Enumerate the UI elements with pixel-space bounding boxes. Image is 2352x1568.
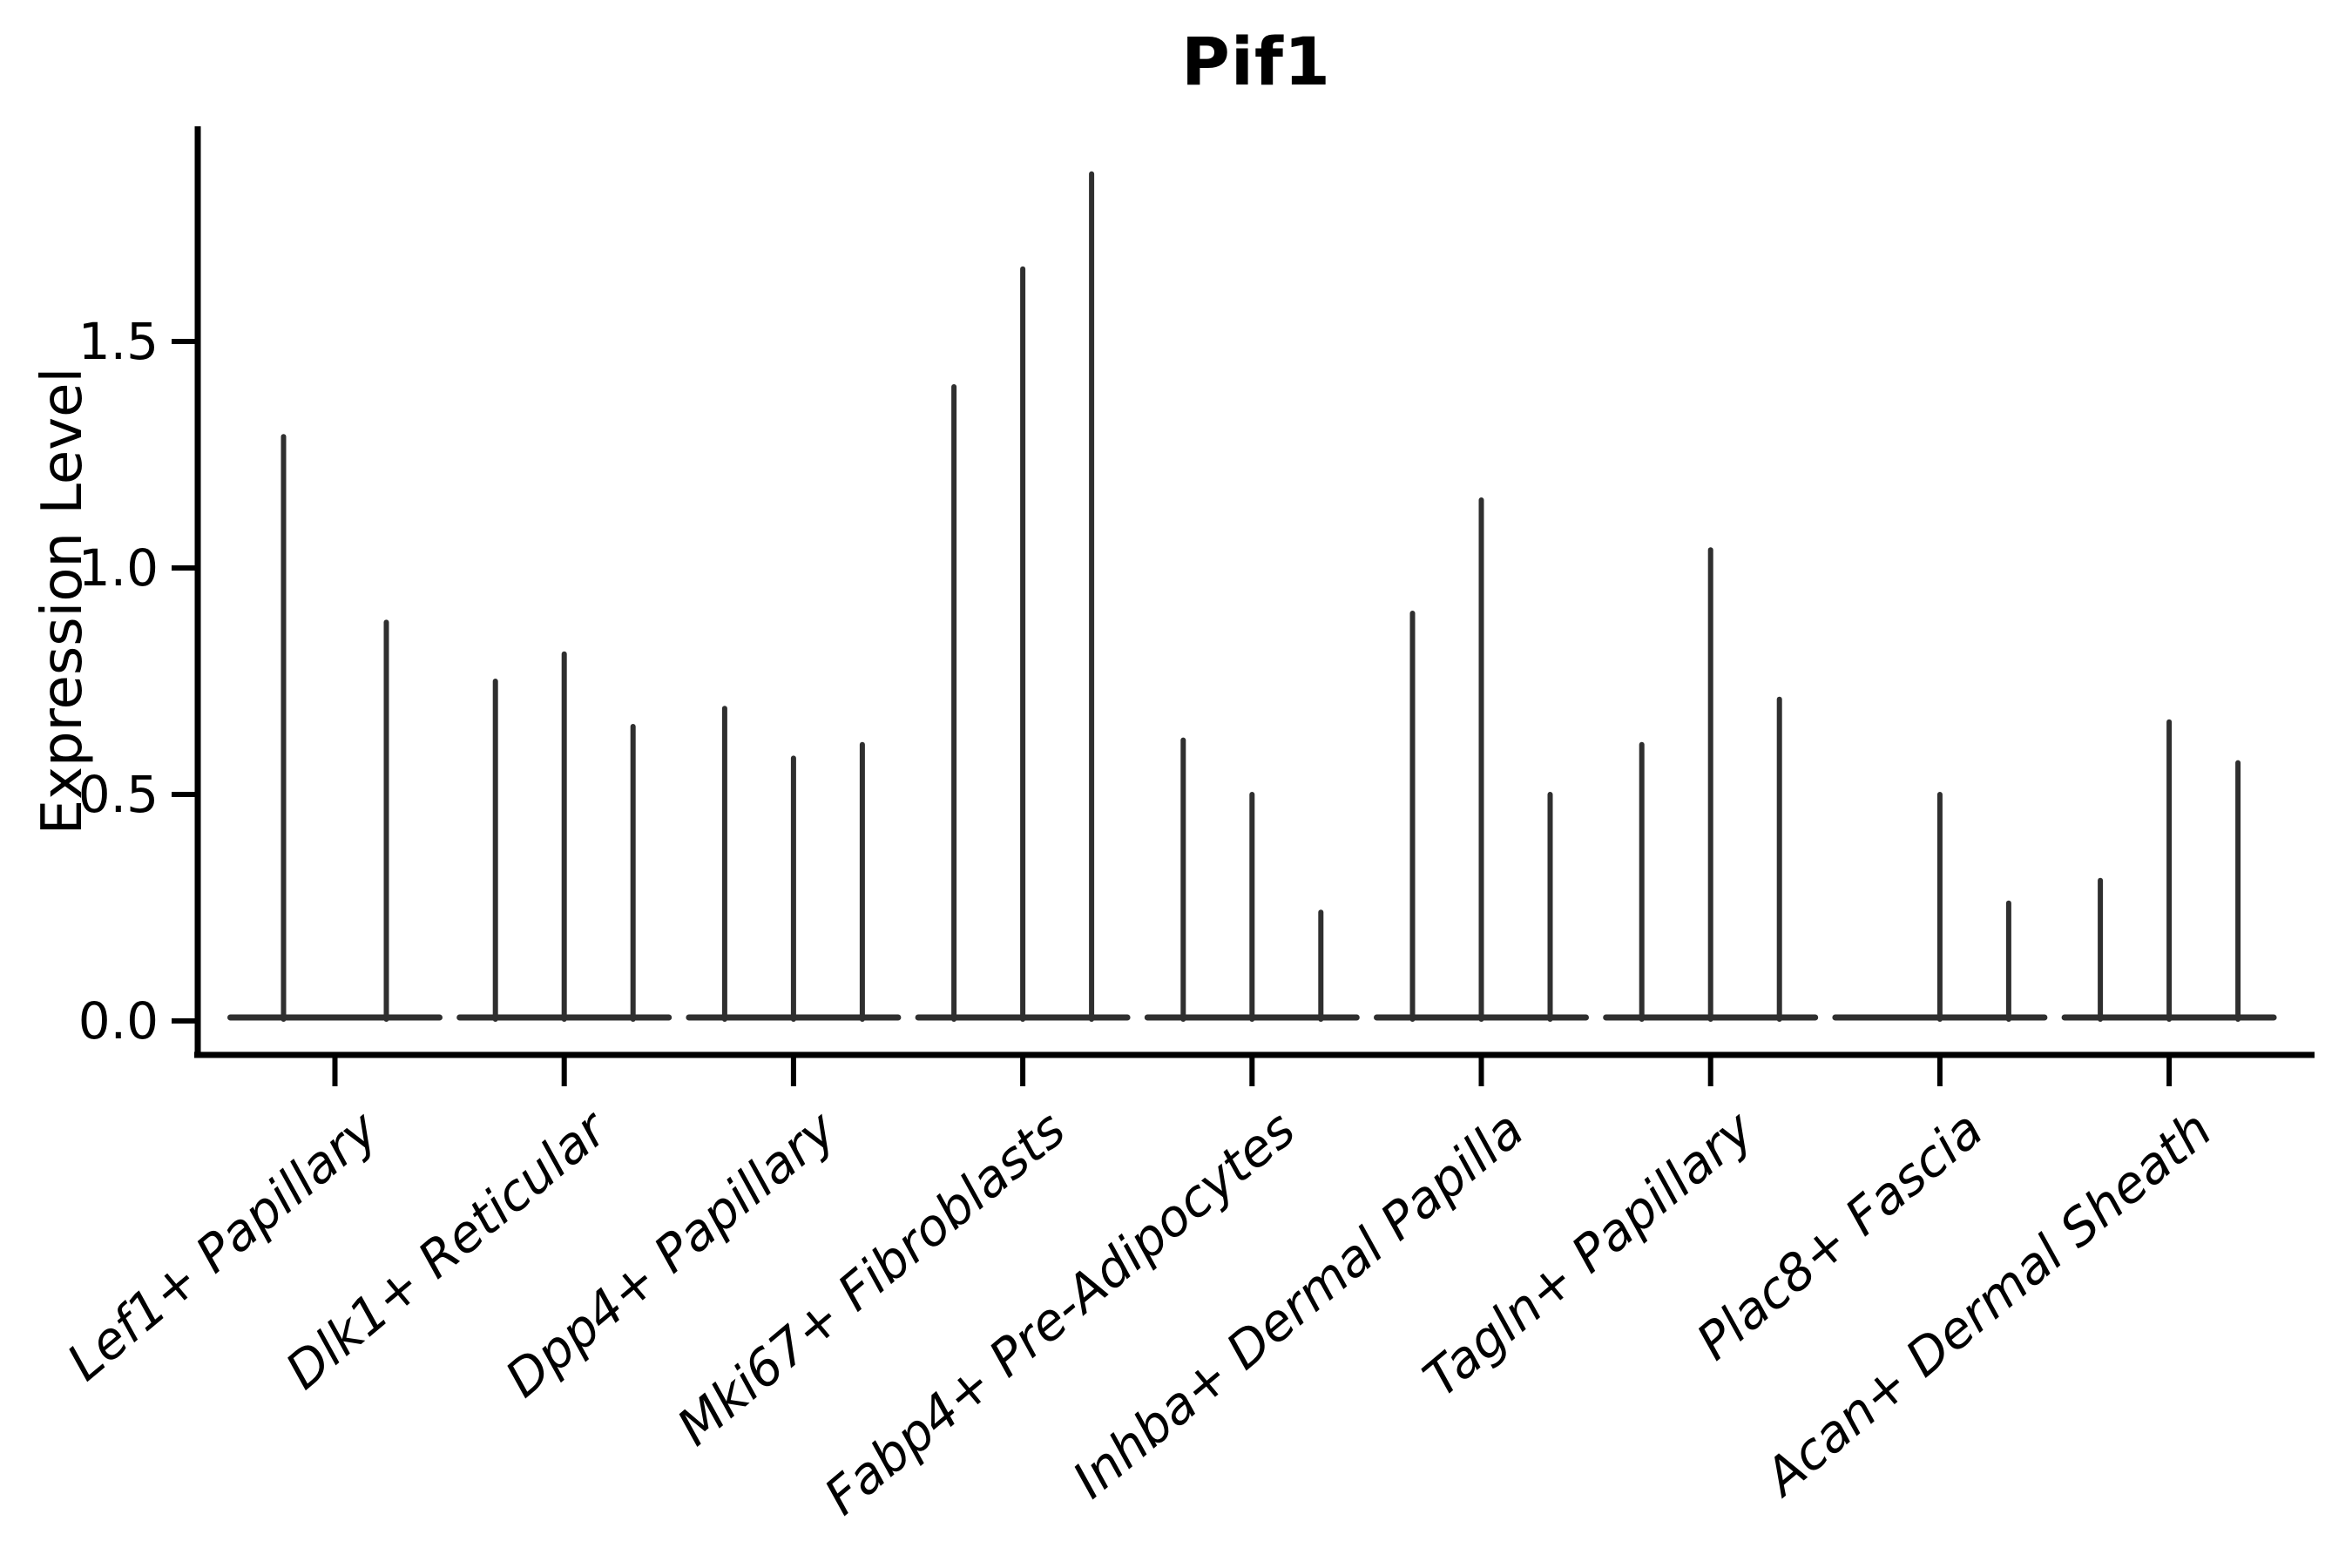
y-tick-label: 1.5 [78, 312, 159, 371]
y-tick-label: 1.0 [78, 538, 159, 598]
y-tick-label: 0.0 [78, 991, 159, 1051]
chart-title: Pif1 [1181, 23, 1331, 100]
y-tick-label: 0.5 [78, 765, 159, 824]
